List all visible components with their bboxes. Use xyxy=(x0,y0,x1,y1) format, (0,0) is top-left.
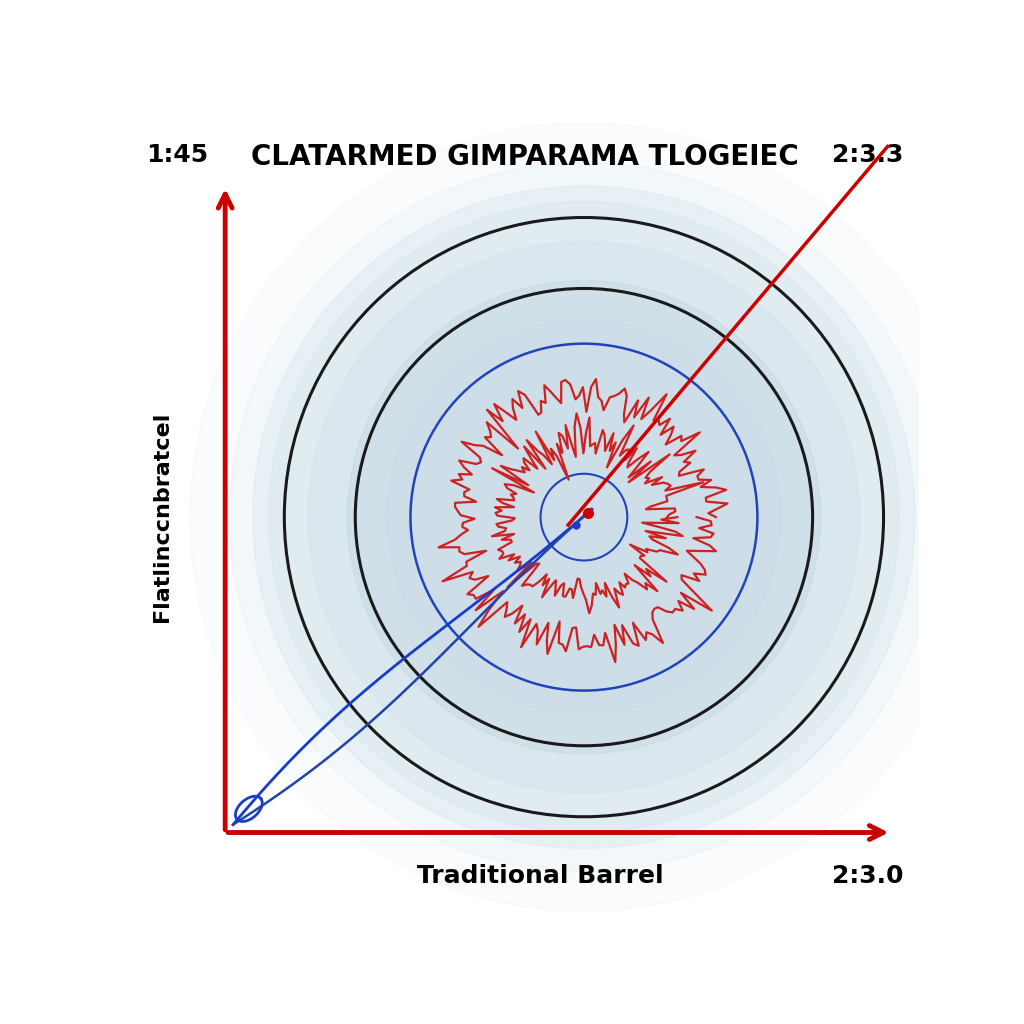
Text: 2:3.3: 2:3.3 xyxy=(831,142,903,167)
Text: CLATARMED GIMPARAMA TLOGEIEC: CLATARMED GIMPARAMA TLOGEIEC xyxy=(251,142,799,171)
Text: Traditional Barrel: Traditional Barrel xyxy=(417,863,664,888)
Circle shape xyxy=(268,202,899,833)
Circle shape xyxy=(347,281,820,754)
Circle shape xyxy=(347,281,820,754)
Text: 1:45: 1:45 xyxy=(146,142,209,167)
Circle shape xyxy=(229,162,939,872)
Text: 2:3.0: 2:3.0 xyxy=(831,863,903,888)
Circle shape xyxy=(308,242,860,793)
Circle shape xyxy=(387,319,781,715)
Circle shape xyxy=(253,186,915,848)
Text: Flatlinccnbratcel: Flatlinccnbratcel xyxy=(153,412,172,623)
Circle shape xyxy=(189,123,978,911)
